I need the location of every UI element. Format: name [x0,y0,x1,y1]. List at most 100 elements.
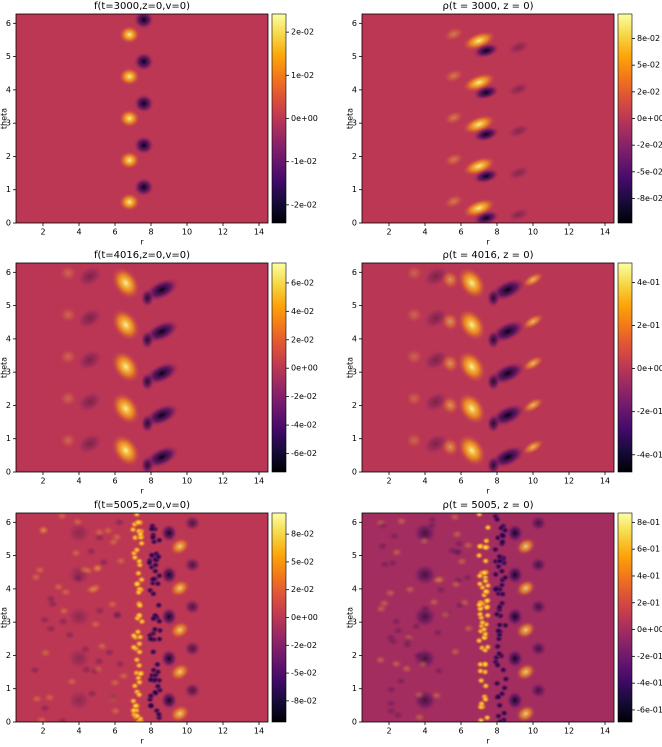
x-tick-label: 8 [148,477,153,486]
field-feature [140,413,155,434]
field-feature [425,520,439,531]
field-feature [481,587,491,596]
field-feature [134,690,144,699]
field-feature [71,573,85,584]
field-feature [114,555,128,566]
field-feature [38,703,52,714]
field-feature [85,688,99,699]
field-feature [113,517,126,528]
y-tick-label: 3 [6,368,11,377]
field-feature [481,576,491,585]
chart-title: f(t=3000,z=0,v=0) [94,1,190,12]
field-feature [140,455,155,472]
field-feature [378,559,392,570]
x-tick-label: 10 [528,727,538,736]
x-tick-label: 12 [564,228,574,237]
field-feature [480,543,490,552]
field-feature [183,556,202,574]
field-feature [405,348,424,366]
field-feature [506,165,531,181]
x-tick-label: 6 [112,228,117,237]
field-feature [108,677,122,688]
field-feature [498,665,508,674]
y-tick-label: 4 [352,85,357,94]
x-tick-label: 14 [600,727,610,736]
colorbar-tick-label: -6e-02 [291,449,317,458]
field-feature [134,611,144,620]
field-feature [169,537,191,556]
x-tick-label: 2 [386,477,391,486]
field-feature [133,93,155,114]
field-feature [493,626,503,635]
field-feature [452,538,466,549]
colorbar-tick-label: -2e-02 [291,641,317,650]
colorbar-tick-label: 4e-01 [637,278,660,287]
x-tick-label: 14 [254,477,264,486]
field-feature [475,571,485,580]
field-feature [506,606,524,627]
colorbar-tick-label: 8e-02 [637,34,660,43]
field-feature [405,432,424,449]
field-feature [109,705,122,716]
x-tick-label: 2 [386,727,391,736]
y-tick-label: 6 [6,268,11,277]
field-feature [405,306,424,324]
colorbar-tick-label: -4e-01 [637,679,662,688]
field-feature [63,629,77,640]
field-feature [410,621,423,632]
field-feature [117,671,130,682]
x-tick-label: 2 [40,228,45,237]
heatmap [16,513,268,722]
field-feature [515,621,537,640]
field-feature [59,348,78,366]
field-feature [376,520,390,531]
x-tick-label: 14 [600,228,610,237]
field-feature [106,692,120,703]
field-feature [486,288,501,308]
field-feature [137,575,147,584]
field-feature [394,676,408,687]
chart-title: ρ(t = 3000, z = 0) [443,1,534,12]
field-feature [486,329,501,350]
field-feature [476,676,486,685]
field-feature [413,712,426,722]
field-feature [69,548,83,559]
field-feature [443,68,465,84]
field-feature [146,634,156,643]
field-feature [391,710,405,721]
y-tick-label: 4 [6,85,11,94]
colorbar [271,512,287,723]
colorbar-tick-label: 2e-02 [291,28,314,37]
axes-frame [361,13,615,224]
field-feature [132,513,142,519]
x-tick-label: 6 [458,228,463,237]
colorbar [617,262,633,473]
field-feature [529,640,548,657]
y-axis-label: theta [346,357,355,378]
y-tick-label: 5 [352,301,357,310]
field-feature [169,662,191,681]
field-feature [146,701,156,710]
field-feature [515,579,537,598]
field-feature [76,306,104,330]
field-feature [439,609,453,620]
x-tick-label: 10 [528,477,538,486]
y-tick-label: 2 [6,152,11,161]
field-feature [135,530,145,539]
x-axis-label: r [140,238,144,247]
field-feature [495,701,505,710]
y-tick-label: 0 [6,718,11,727]
colorbar-tick-label: -5e-02 [637,167,662,176]
field-feature [486,371,501,392]
colorbar-tick-label: 0e+00 [291,114,318,123]
field-feature [390,616,403,627]
field-feature [66,688,92,713]
field-feature [389,658,403,669]
colorbar-tick-label: 0e+00 [637,364,662,373]
field-feature [494,649,504,658]
x-tick-label: 2 [40,477,45,486]
field-feature [134,588,144,597]
y-tick-label: 4 [352,584,357,593]
colorbar-tick-label: -4e-01 [637,450,662,459]
x-tick-label: 10 [182,727,192,736]
